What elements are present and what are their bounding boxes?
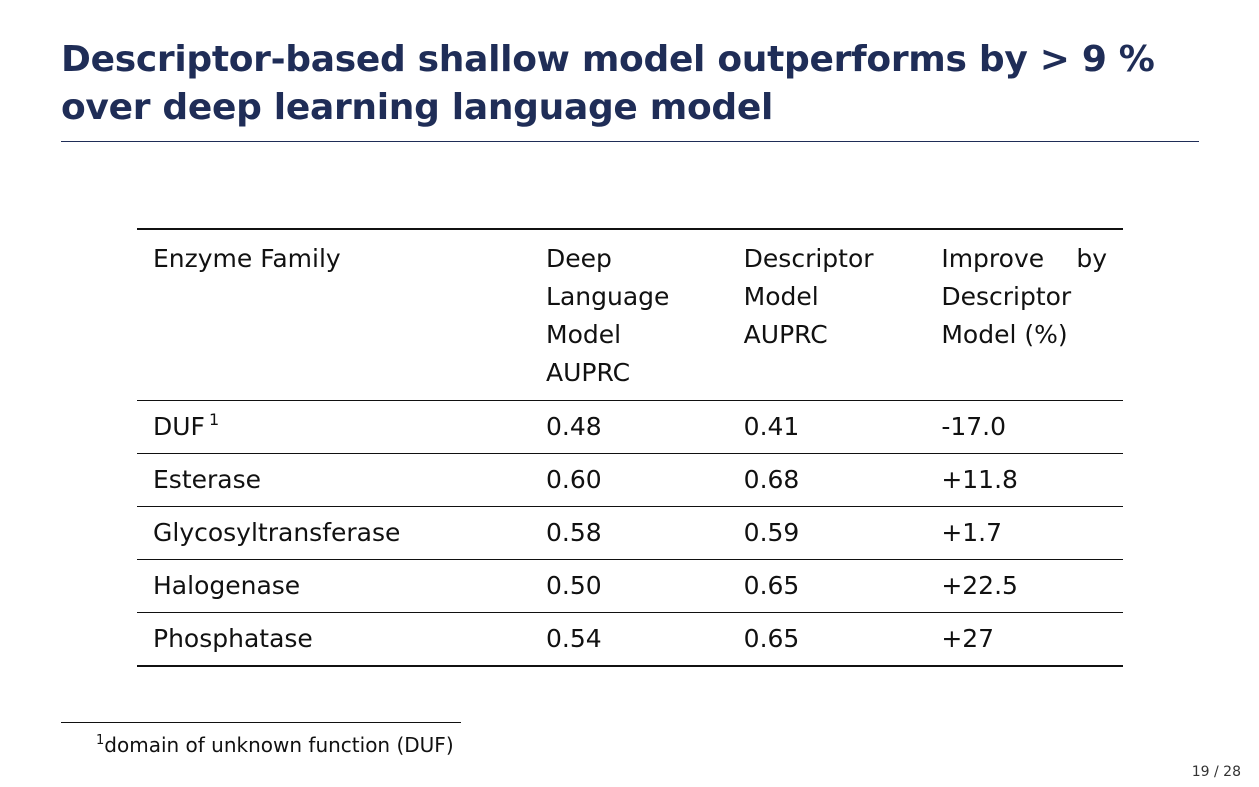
- cell-deep-auprc: 0.48: [546, 412, 602, 441]
- header-enzyme-family: Enzyme Family: [153, 244, 341, 273]
- cell-descriptor-auprc: 0.65: [743, 624, 800, 653]
- table-row: Esterase 0.60 0.68 +11.8: [137, 454, 1123, 507]
- cell-improvement: +1.7: [941, 518, 1003, 547]
- slide-title: Descriptor-based shallow model outperfor…: [61, 39, 1155, 128]
- cell-improvement: +11.8: [941, 465, 1018, 494]
- cell-descriptor-auprc: 0.59: [743, 518, 800, 547]
- cell-family: Glycosyltransferase: [153, 518, 401, 547]
- footnote: 1domain of unknown function (DUF): [96, 732, 454, 758]
- title-divider: [61, 141, 1199, 142]
- header-descriptor-model-auprc: Descriptor Model AUPRC: [743, 244, 874, 349]
- cell-deep-auprc: 0.58: [546, 518, 602, 547]
- header-deep-language-model-auprc: Deep Language Model AUPRC: [546, 244, 670, 387]
- cell-improvement: +22.5: [941, 571, 1018, 600]
- table-row: Halogenase 0.50 0.65 +22.5: [137, 560, 1123, 613]
- cell-family: DUF 1: [137, 401, 530, 454]
- cell-deep-auprc: 0.50: [546, 571, 602, 600]
- table-row: DUF 1 0.48 0.41 -17.0: [137, 401, 1123, 454]
- header-improve-by-descriptor: Improve by Descriptor Model (%): [941, 244, 1107, 349]
- cell-improvement: -17.0: [941, 412, 1007, 441]
- cell-family: Halogenase: [153, 571, 301, 600]
- footnote-text: domain of unknown function (DUF): [104, 733, 454, 757]
- table-header-row: Enzyme Family Deep Language Model AUPRC …: [137, 229, 1123, 401]
- table-row: Phosphatase 0.54 0.65 +27: [137, 613, 1123, 666]
- footnote-marker: 1: [96, 733, 105, 748]
- cell-descriptor-auprc: 0.41: [743, 412, 800, 441]
- cell-descriptor-auprc: 0.65: [743, 571, 800, 600]
- family-label: DUF: [153, 412, 205, 441]
- cell-improvement: +27: [941, 624, 995, 653]
- page-number: 19 / 28: [1191, 764, 1241, 780]
- cell-family: Esterase: [153, 465, 262, 494]
- table-row: Glycosyltransferase 0.58 0.59 +1.7: [137, 507, 1123, 560]
- cell-deep-auprc: 0.54: [546, 624, 602, 653]
- cell-deep-auprc: 0.60: [546, 465, 602, 494]
- cell-descriptor-auprc: 0.68: [743, 465, 800, 494]
- footnote-reference: 1: [208, 410, 220, 429]
- results-table: Enzyme Family Deep Language Model AUPRC …: [137, 228, 1123, 667]
- footnote-divider: [61, 722, 461, 723]
- cell-family: Phosphatase: [153, 624, 313, 653]
